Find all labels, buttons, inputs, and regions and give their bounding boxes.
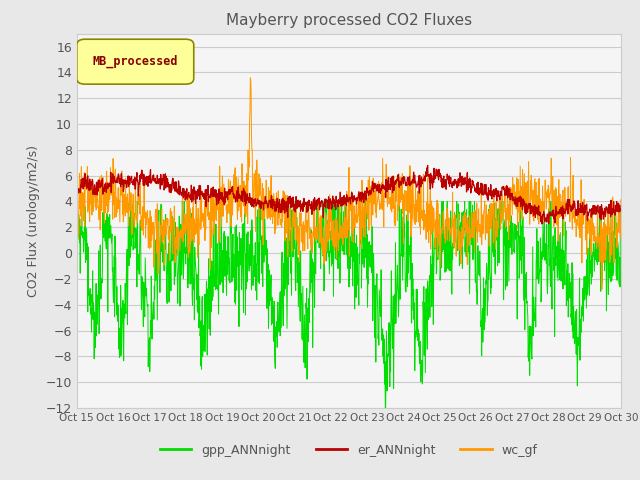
Title: Mayberry processed CO2 Fluxes: Mayberry processed CO2 Fluxes bbox=[226, 13, 472, 28]
FancyBboxPatch shape bbox=[77, 39, 194, 84]
Text: MB_processed: MB_processed bbox=[93, 55, 179, 68]
Legend: gpp_ANNnight, er_ANNnight, wc_gf: gpp_ANNnight, er_ANNnight, wc_gf bbox=[155, 439, 543, 462]
Y-axis label: CO2 Flux (urology/m2/s): CO2 Flux (urology/m2/s) bbox=[27, 145, 40, 297]
